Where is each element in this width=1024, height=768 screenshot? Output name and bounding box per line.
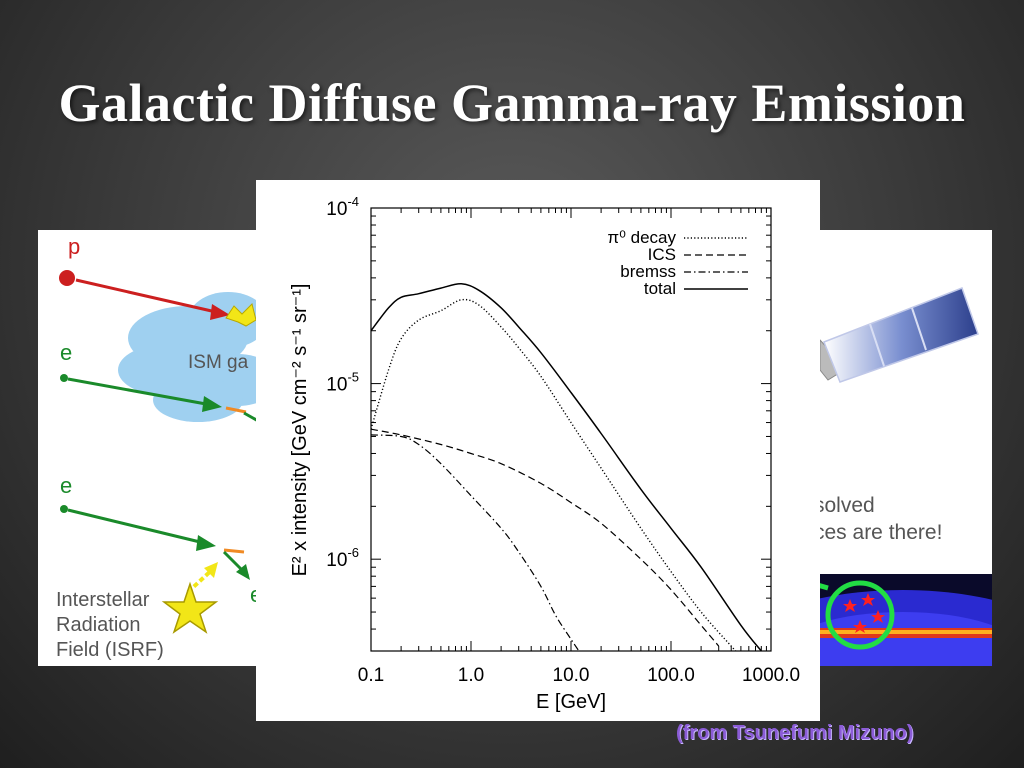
- y-tick-label: 10-4: [326, 194, 359, 220]
- right-text-line1: solved: [814, 494, 875, 517]
- collision-burst-icon: [225, 303, 257, 327]
- electron-track-2: [67, 508, 201, 544]
- right-diagram: solved ces are there!: [814, 287, 992, 666]
- electron-track-1: [67, 377, 207, 406]
- electron-dot-2: [60, 505, 68, 513]
- curves: [371, 283, 762, 651]
- series-solid-line: [371, 283, 762, 651]
- satellite-icon: [819, 287, 979, 383]
- right-diagram-panel: solved ces are there!: [814, 230, 992, 666]
- y-tick-label: 10-6: [326, 545, 359, 571]
- x-tick-label: 10.0: [553, 665, 590, 686]
- proton-label: p: [68, 234, 80, 259]
- electron-label-3: e: [250, 582, 260, 607]
- axis-tick-labels: 0.1 1.0 10.0 100.0 1000.0 10-6 10-5 10-4: [326, 194, 800, 686]
- chart-panel: 0.1 1.0 10.0 100.0 1000.0 10-6 10-5 10-4 π⁰ dec…: [256, 180, 820, 721]
- proton-dot: [59, 270, 75, 286]
- x-tick-label: 1.0: [458, 665, 484, 686]
- left-diagram-panel: ISM ga p e e e Interstellar Radiation Fi…: [38, 230, 260, 666]
- series-dashdot-line: [371, 434, 580, 651]
- star-icon: [161, 581, 219, 634]
- axis-ticks: [370, 208, 771, 652]
- photon-emission-1: [225, 406, 247, 414]
- series-dotted-line: [371, 298, 737, 651]
- isrf-label-line2: Radiation: [56, 614, 141, 636]
- photon-emission-2: [223, 548, 245, 554]
- cloud-label: ISM ga: [188, 352, 249, 373]
- electron-label-1: e: [60, 340, 72, 365]
- slide-title: Galactic Diffuse Gamma-ray Emission: [58, 73, 966, 133]
- spectrum-chart: 0.1 1.0 10.0 100.0 1000.0 10-6 10-5 10-4 π⁰ dec…: [289, 194, 800, 713]
- right-text-line2: ces are there!: [814, 521, 942, 544]
- x-axis-label: E [GeV]: [536, 691, 606, 713]
- proton-arrowhead: [210, 304, 230, 320]
- y-axis-label: E² x intensity [GeV cm⁻² s⁻¹ sr⁻¹]: [289, 284, 311, 577]
- x-tick-label: 100.0: [647, 665, 695, 686]
- x-tick-label: 1000.0: [742, 665, 800, 686]
- legend-label: bremss: [620, 262, 676, 281]
- electron-label-2: e: [60, 473, 72, 498]
- proton-track: [75, 278, 217, 314]
- isrf-label-line3: Field (ISRF): [56, 639, 164, 661]
- electron-dot-1: [60, 374, 68, 382]
- credit-text: (from Tsunefumi Mizuno): [676, 722, 914, 744]
- plot-frame: [370, 207, 772, 652]
- legend-label: ICS: [648, 245, 676, 264]
- left-diagram: ISM ga p e e e Interstellar Radiation Fi…: [56, 234, 260, 661]
- series-dashed-line: [371, 428, 720, 647]
- y-tick-label: 10-5: [326, 370, 359, 396]
- electron-arrowhead-1: [202, 396, 222, 412]
- x-tick-label: 0.1: [358, 665, 384, 686]
- isrf-photon: [186, 566, 216, 594]
- electron-arrowhead-2: [196, 535, 216, 551]
- legend-label: π⁰ decay: [607, 228, 676, 247]
- sky-map-image: [814, 574, 992, 666]
- legend-label: total: [644, 279, 676, 298]
- isrf-label-line1: Interstellar: [56, 589, 150, 611]
- ism-gas-cloud: [118, 292, 260, 422]
